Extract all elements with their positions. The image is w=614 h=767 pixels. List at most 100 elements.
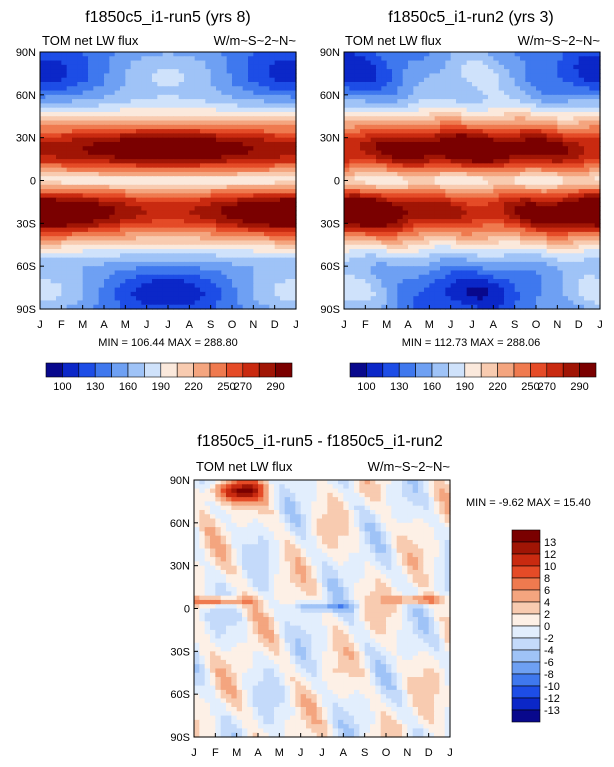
heatmap-cell [349,227,356,233]
heatmap-cell [141,193,148,199]
heatmap-cell [104,103,110,109]
heatmap-cell [77,304,84,310]
heatmap-cell [56,304,62,310]
heatmap-cell [216,73,222,79]
heatmap-cell [450,231,457,237]
heatmap-cell [392,150,398,156]
heatmap-cell [210,227,217,233]
heatmap-cell [445,129,452,134]
heatmap-cell [205,176,212,182]
heatmap-cell [466,107,473,113]
heatmap-cell [584,171,590,177]
heatmap-cell [482,129,489,134]
heatmap-cell [269,64,276,70]
heatmap-cell [66,261,73,267]
heatmap-cell [130,52,137,57]
heatmap-cell [216,116,222,122]
heatmap-cell [157,111,164,117]
heatmap-cell [530,64,537,70]
heatmap-cell [66,120,73,126]
heatmap-cell [285,159,292,164]
heatmap-cell [280,99,286,104]
heatmap-cell [445,141,452,147]
heatmap-cell [189,163,196,169]
heatmap-cell [258,150,265,156]
heatmap-cell [434,210,441,216]
heatmap-cell [290,279,297,284]
heatmap-cell [173,197,180,203]
heatmap-cell [434,69,441,75]
heatmap-cell [104,283,110,289]
heatmap-cell [162,167,169,173]
heatmap-cell [61,81,68,87]
heatmap-cell [72,266,78,272]
heatmap-cell [216,193,222,199]
heatmap-cell [290,120,297,126]
heatmap-cell [482,180,489,186]
heatmap-cell [568,146,574,152]
heatmap-cell [418,167,425,173]
heatmap-cell [232,197,238,203]
heatmap-cell [264,133,270,139]
heatmap-cell [162,300,169,306]
heatmap-cell [232,287,238,293]
heatmap-cell [472,159,478,164]
heatmap-cell [242,266,249,272]
colorbar-swatch [193,362,211,378]
heatmap-cell [594,94,601,100]
heatmap-cell [72,189,78,194]
heatmap-cell [184,176,190,182]
heatmap-cell [50,300,57,306]
heatmap-cell [157,107,164,113]
heatmap-cell [264,257,270,263]
heatmap-cell [509,56,516,62]
heatmap-cell [248,214,254,220]
heatmap-cell [88,129,94,134]
heatmap-cell [354,141,361,147]
heatmap-cell [477,180,484,186]
heatmap-cell [40,159,46,164]
heatmap-cell [285,171,292,177]
heatmap-cell [194,227,201,233]
heatmap-cell [93,56,100,62]
heatmap-cell [429,201,436,207]
heatmap-cell [205,270,212,276]
heatmap-cell [93,189,100,194]
heatmap-cell [594,81,601,87]
heatmap-cell [594,210,601,216]
heatmap-cell [269,227,276,233]
heatmap-cell [50,60,57,66]
heatmap-cell [594,214,601,220]
heatmap-cell [424,214,430,220]
heatmap-cell [285,279,292,284]
heatmap-cell [248,296,254,302]
heatmap-cell [120,99,126,104]
heatmap-cell [274,214,281,220]
heatmap-cell [546,150,553,156]
heatmap-cell [221,133,228,139]
heatmap-cell [232,69,238,75]
heatmap-cell [557,210,564,216]
heatmap-cell [237,86,244,92]
heatmap-cell [450,180,457,186]
heatmap-cell [413,206,420,212]
heatmap-cell [530,141,537,147]
heatmap-cell [445,52,452,57]
heatmap-cell [397,137,404,143]
heatmap-cell [173,283,180,289]
heatmap-cell [50,133,57,139]
heatmap-cell [194,120,201,126]
heatmap-cell [482,223,489,229]
heatmap-cell [178,261,185,267]
heatmap-cell [125,231,132,237]
heatmap-cell [120,300,126,306]
heatmap-cell [397,69,404,75]
heatmap-cell [514,137,521,143]
heatmap-cell [450,227,457,233]
heatmap-cell [232,231,238,237]
heatmap-cell [520,154,526,160]
heatmap-cell [152,111,158,117]
heatmap-cell [168,120,174,126]
heatmap-cell [237,261,244,267]
heatmap-cell [109,180,116,186]
